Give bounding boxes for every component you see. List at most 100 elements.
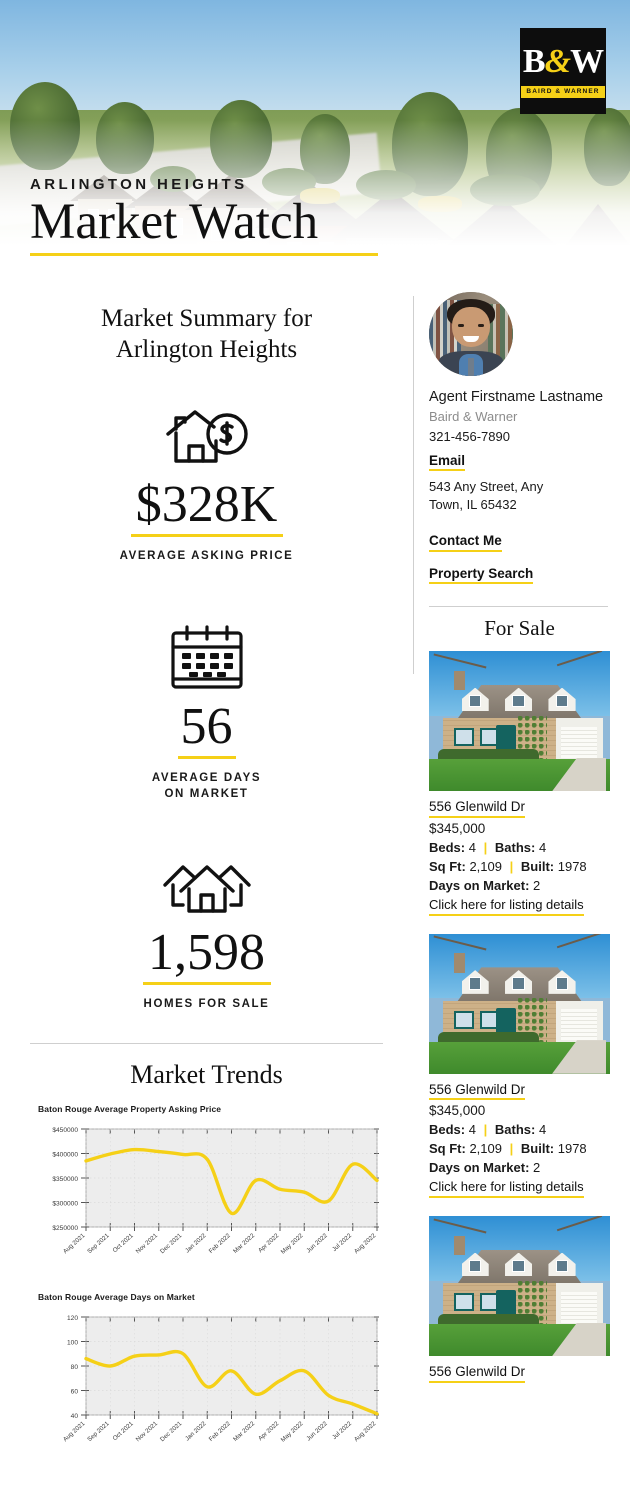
agent-firm: Baird & Warner xyxy=(429,408,518,424)
dom-label: Days on Market: xyxy=(429,877,530,893)
stat-underline xyxy=(130,534,283,537)
svg-text:Oct 2021: Oct 2021 xyxy=(111,1420,135,1442)
contact-me-link[interactable]: Contact Me xyxy=(429,532,502,552)
sqft-label: Sq Ft: xyxy=(429,858,466,874)
neighborhood-photo xyxy=(0,0,630,270)
dom-label: Days on Market: xyxy=(429,1160,530,1176)
agent-email-wrap: Email xyxy=(429,452,630,472)
chart-asking-price: Baton Rouge Average Property Asking Pric… xyxy=(30,1104,413,1274)
page-title: Market Watch xyxy=(30,194,319,250)
stat-label: AVERAGE ASKING PRICE xyxy=(119,550,294,562)
logo-letter-w: W xyxy=(570,42,604,80)
separator: | xyxy=(483,839,488,855)
listing-sqft-built: Sq Ft: 2,109 | Built: 1978 xyxy=(429,859,610,874)
svg-text:Apr 2022: Apr 2022 xyxy=(257,1420,281,1442)
property-search-wrap: Property Search xyxy=(429,565,630,585)
listing-address-link[interactable]: 556 Glenwild Dr xyxy=(429,798,526,818)
summary-heading: Market Summary for Arlington Heights xyxy=(0,288,413,365)
market-trends-heading: Market Trends xyxy=(130,1059,283,1089)
list-item[interactable]: 556 Glenwild Dr $345,000 Beds: 4 | Baths… xyxy=(429,651,610,916)
svg-text:80: 80 xyxy=(71,1364,79,1371)
svg-text:Dec 2021: Dec 2021 xyxy=(159,1232,184,1255)
listing-beds-baths: Beds: 4 | Baths: 4 xyxy=(429,840,610,855)
list-item[interactable]: 556 Glenwild Dr xyxy=(429,1216,610,1383)
stat-value: 56 xyxy=(180,697,233,755)
svg-text:$450000: $450000 xyxy=(52,1127,78,1134)
logo-letter-b: B xyxy=(522,42,546,80)
property-search-link[interactable]: Property Search xyxy=(429,565,534,585)
agent-address: 543 Any Street, Any Town, IL 65432 xyxy=(429,478,630,513)
listing-address-link[interactable]: 556 Glenwild Dr xyxy=(429,1363,526,1383)
chart-title: Baton Rouge Average Days on Market xyxy=(38,1291,195,1302)
built-label: Built: xyxy=(520,1141,555,1157)
baths-value: 4 xyxy=(538,1122,547,1138)
list-item[interactable]: 556 Glenwild Dr $345,000 Beds: 4 | Baths… xyxy=(429,933,610,1199)
listing-photo[interactable] xyxy=(429,933,610,1074)
listing-address-wrap: 556 Glenwild Dr xyxy=(429,798,610,818)
beds-value: 4 xyxy=(468,839,476,855)
summary-heading-line1: Market Summary for xyxy=(100,305,313,332)
listing-price: $345,000 xyxy=(429,820,486,836)
for-sale-heading: For Sale xyxy=(484,616,555,641)
built-label: Built: xyxy=(520,858,555,874)
title-underline xyxy=(30,252,378,256)
stat-value: $328K xyxy=(135,476,278,533)
agent-column: Agent Firstname Lastname Baird & Warner … xyxy=(413,288,630,1383)
svg-text:Feb 2022: Feb 2022 xyxy=(208,1232,233,1255)
email-link[interactable]: Email xyxy=(429,452,466,472)
svg-text:Aug 2021: Aug 2021 xyxy=(62,1232,87,1255)
baths-value: 4 xyxy=(538,839,547,855)
trends-divider xyxy=(30,1042,383,1044)
summary-heading-line2: Arlington Heights xyxy=(115,335,298,363)
stat-label-line2: ON MARKET xyxy=(164,788,249,801)
stat-average-days-on-market: 56 AVERAGE DAYS ON MARKET xyxy=(0,623,413,803)
listing-details-link[interactable]: Click here for listing details xyxy=(429,1179,584,1199)
logo-ampersand: & xyxy=(544,42,571,80)
listing-price: $345,000 xyxy=(429,1103,486,1119)
beds-label: Beds: xyxy=(429,839,466,855)
svg-text:Nov 2021: Nov 2021 xyxy=(135,1420,160,1443)
listing-photo[interactable] xyxy=(429,1216,610,1357)
summary-column: Market Summary for Arlington Heights xyxy=(0,288,413,1462)
baths-label: Baths: xyxy=(494,1122,536,1138)
stat-label: HOMES FOR SALE xyxy=(143,998,270,1011)
days-on-market-line-chart: 40 60 80 100 120 Aug 2021 Sep 2021 Oct 2021 Nov … xyxy=(62,1315,379,1443)
dom-value: 2 xyxy=(533,1160,541,1176)
listing-sqft-built: Sq Ft: 2,109 | Built: 1978 xyxy=(429,1141,610,1156)
built-value: 1978 xyxy=(557,858,587,874)
stat-average-asking-price: $328K AVERAGE ASKING PRICE xyxy=(0,405,413,565)
listing-details-link[interactable]: Click here for listing details xyxy=(429,897,584,916)
svg-text:60: 60 xyxy=(71,1388,79,1395)
stat-label: AVERAGE DAYS ON MARKET xyxy=(0,770,413,803)
svg-text:100: 100 xyxy=(67,1339,78,1346)
svg-text:Oct 2021: Oct 2021 xyxy=(111,1232,135,1254)
three-houses-icon xyxy=(0,855,413,917)
separator: | xyxy=(483,1122,488,1138)
listing-address-link[interactable]: 556 Glenwild Dr xyxy=(429,1081,526,1101)
stat-label-line1: AVERAGE DAYS xyxy=(151,771,262,784)
calendar-icon xyxy=(0,623,413,693)
agent-address-line1: 543 Any Street, Any xyxy=(429,479,544,495)
asking-price-line-chart: $250000 $300000 $350000 $400000 $450000 Aug 2… xyxy=(52,1127,379,1255)
svg-text:40: 40 xyxy=(71,1413,79,1420)
svg-text:$300000: $300000 xyxy=(52,1200,78,1207)
svg-text:Aug 2022: Aug 2022 xyxy=(353,1420,378,1443)
stat-underline xyxy=(142,982,271,986)
listing-details-wrap: Click here for listing details xyxy=(429,896,610,916)
stat-value: 1,598 xyxy=(148,924,265,982)
stat-homes-for-sale: 1,598 HOMES FOR SALE xyxy=(0,855,413,1013)
svg-text:Aug 2021: Aug 2021 xyxy=(62,1420,87,1443)
svg-text:120: 120 xyxy=(67,1315,78,1322)
hero-banner: B&W BAIRD & WARNER xyxy=(0,0,630,270)
column-divider xyxy=(413,296,414,674)
svg-text:Apr 2022: Apr 2022 xyxy=(257,1232,281,1254)
page-title-wrap: Market Watch xyxy=(30,194,378,256)
for-sale-divider xyxy=(429,606,608,608)
baird-warner-logo: B&W BAIRD & WARNER xyxy=(520,28,606,114)
listing-photo[interactable] xyxy=(429,651,610,792)
svg-text:Dec 2021: Dec 2021 xyxy=(159,1420,184,1443)
svg-text:Mar 2022: Mar 2022 xyxy=(232,1420,257,1443)
agent-phone: 321-456-7890 xyxy=(429,428,510,444)
separator: | xyxy=(509,1141,514,1157)
